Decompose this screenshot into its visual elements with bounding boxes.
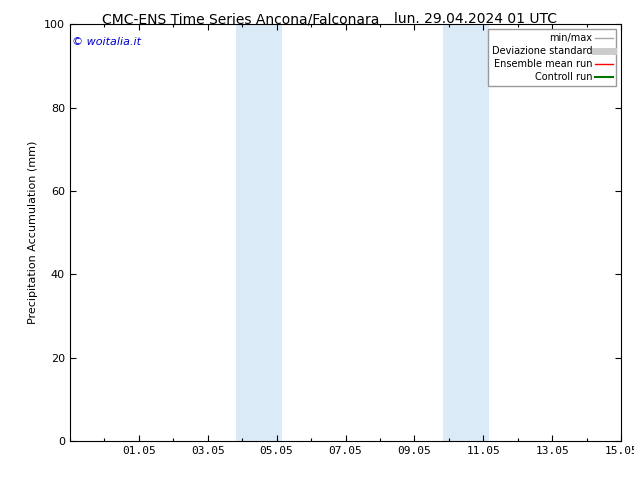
- Bar: [443, 24, 466, 441]
- Bar: [259, 24, 282, 441]
- Legend: min/max, Deviazione standard, Ensemble mean run, Controll run: min/max, Deviazione standard, Ensemble m…: [488, 29, 616, 86]
- Text: CMC-ENS Time Series Ancona/Falconara: CMC-ENS Time Series Ancona/Falconara: [102, 12, 380, 26]
- Bar: [236, 24, 259, 441]
- Bar: [466, 24, 489, 441]
- Y-axis label: Precipitation Accumulation (mm): Precipitation Accumulation (mm): [29, 141, 38, 324]
- Text: lun. 29.04.2024 01 UTC: lun. 29.04.2024 01 UTC: [394, 12, 557, 26]
- Text: © woitalia.it: © woitalia.it: [72, 37, 141, 47]
